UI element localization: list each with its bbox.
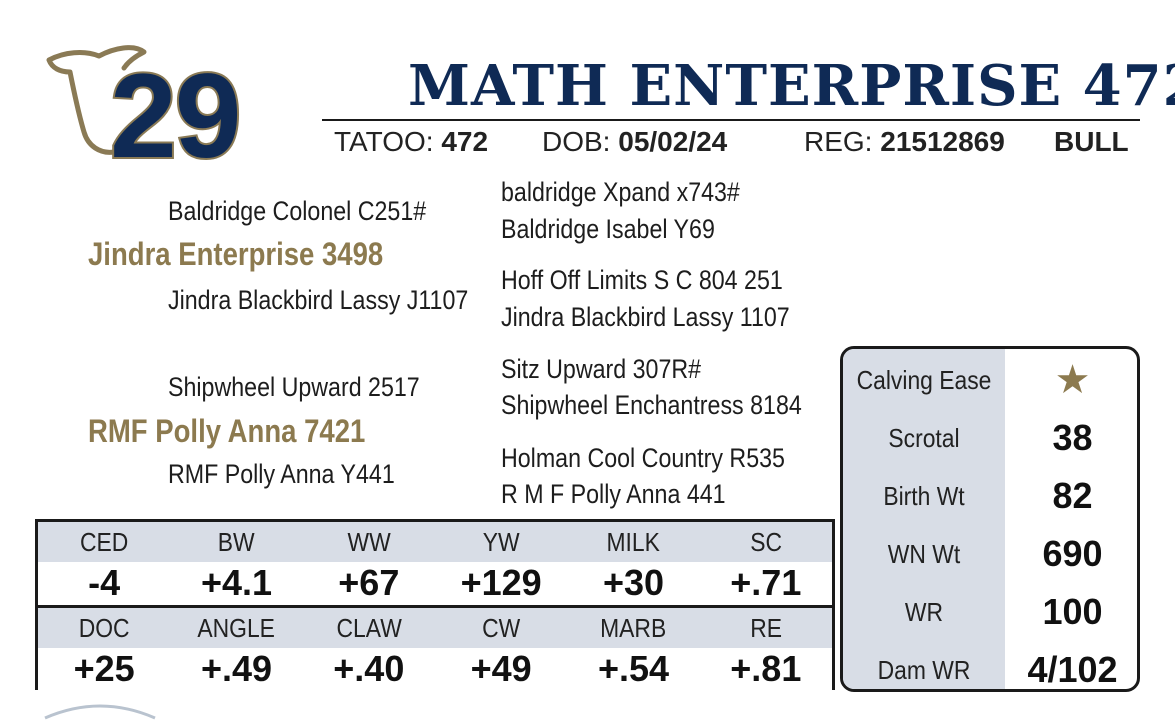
epd-value: +.81: [730, 648, 802, 689]
epd-header: CW: [482, 613, 521, 643]
stats-box: Calving Ease ★ Scrotal 38 Birth Wt 82 WN…: [840, 346, 1140, 692]
epd-value: +67: [338, 562, 400, 603]
stat-row-birth-wt: Birth Wt 82: [843, 467, 1137, 525]
epd-value: -4: [88, 562, 121, 603]
stat-row-scrotal: Scrotal 38: [843, 409, 1137, 467]
epd-value: +25: [73, 648, 135, 689]
stat-label: Scrotal: [888, 423, 960, 453]
epd-value: +.40: [333, 648, 405, 689]
pedigree-dss: Sitz Upward 307R#: [501, 354, 702, 384]
pedigree-sire-sire: Baldridge Colonel C251#: [168, 196, 427, 226]
pedigree-dsd: Shipwheel Enchantress 8184: [501, 390, 802, 420]
epd-header: SC: [749, 527, 782, 557]
pedigree-dam-sire: Shipwheel Upward 2517: [168, 372, 420, 402]
reg-value: 21512869: [880, 126, 1005, 157]
stat-row-calving-ease: Calving Ease ★: [843, 351, 1137, 409]
stat-row-wn-wt: WN Wt 690: [843, 525, 1137, 583]
title-divider: [322, 119, 1140, 121]
epd-header: CED: [79, 527, 129, 557]
dob-value: 05/02/24: [618, 126, 728, 157]
stat-label: WR: [904, 597, 944, 627]
pedigree-dds: Holman Cool Country R535: [501, 443, 785, 473]
cow-head-outline-icon: [46, 45, 147, 155]
epd-value: +129: [460, 562, 542, 603]
pedigree-sds: Hoff Off Limits S C 804 251: [501, 265, 783, 295]
sex-info: BULL: [1054, 126, 1129, 158]
epd-value: +.49: [200, 648, 273, 689]
pedigree-dam: RMF Polly Anna 7421: [88, 413, 366, 449]
stat-value: 82: [1052, 475, 1093, 516]
epd-header-row-2: DOC ANGLE CLAW CW MARB RE: [38, 608, 832, 648]
stat-label: Dam WR: [877, 655, 971, 685]
stat-row-wr: WR 100: [843, 583, 1137, 641]
epd-header: YW: [482, 527, 520, 557]
animal-name: MATH ENTERPRISE 472: [408, 53, 1175, 119]
dob-label: DOB:: [542, 126, 611, 157]
epd-header: CLAW: [336, 613, 402, 643]
epd-value-row-1: -4 +4.1 +67 +129 +30 +.71: [38, 562, 832, 604]
epd-table: CED BW WW YW MILK SC -4 +4.1 +67 +129 +3…: [35, 519, 835, 690]
pedigree-ssd: Baldridge Isabel Y69: [501, 214, 715, 244]
epd-header: RE: [749, 613, 782, 643]
reg-label: REG:: [804, 126, 873, 157]
epd-header: MARB: [600, 613, 667, 643]
stat-value: 100: [1042, 591, 1103, 632]
stat-value: 4/102: [1027, 649, 1118, 690]
epd-value-row-2: +25 +.49 +.40 +49 +.54 +.81: [38, 648, 832, 690]
tattoo-info: TATOO: 472: [334, 126, 488, 158]
epd-value: +30: [602, 562, 665, 603]
stat-row-dam-wr: Dam WR 4/102: [843, 641, 1137, 690]
stats-label-column: [843, 349, 1005, 689]
star-icon: ★: [1054, 358, 1091, 402]
epd-header: ANGLE: [197, 613, 276, 643]
reg-info: REG: 21512869: [804, 126, 1005, 158]
stat-label: WN Wt: [887, 539, 961, 569]
epd-header: MILK: [606, 527, 661, 557]
stat-label: Birth Wt: [883, 481, 965, 511]
pedigree-sdd: Jindra Blackbird Lassy 1107: [501, 302, 790, 332]
epd-divider: [38, 605, 832, 608]
stat-value: 38: [1052, 417, 1093, 458]
pedigree-sss: baldridge Xpand x743#: [501, 177, 740, 207]
pedigree-sire-dam: Jindra Blackbird Lassy J1107: [168, 285, 469, 315]
epd-header: DOC: [78, 613, 130, 643]
tattoo-value: 472: [441, 126, 489, 157]
epd-header: BW: [218, 527, 255, 557]
pedigree-ddd: R M F Polly Anna 441: [501, 479, 726, 509]
epd-header-row-1: CED BW WW YW MILK SC: [38, 522, 832, 562]
pedigree-dam-dam: RMF Polly Anna Y441: [168, 459, 395, 489]
pedigree-sire: Jindra Enterprise 3498: [88, 236, 384, 272]
epd-value: +4.1: [200, 562, 273, 603]
epd-value: +49: [470, 648, 532, 689]
sex-value: BULL: [1054, 126, 1129, 157]
epd-header: WW: [347, 527, 391, 557]
stat-label: Calving Ease: [856, 365, 992, 395]
stat-value: 690: [1042, 533, 1103, 574]
dob-info: DOB: 05/02/24: [542, 126, 727, 158]
lot-number: 29: [108, 49, 244, 183]
epd-value: +.71: [730, 562, 802, 603]
seal-arc-decoration: [44, 704, 156, 720]
epd-value: +.54: [597, 648, 670, 689]
tattoo-label: TATOO:: [334, 126, 434, 157]
